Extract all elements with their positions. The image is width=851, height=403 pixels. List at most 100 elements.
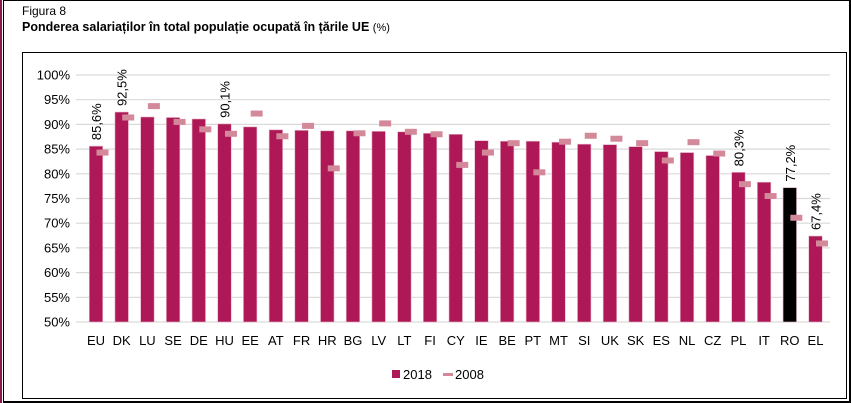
x-tick-label: DK: [113, 333, 131, 348]
x-tick-label: CY: [447, 333, 465, 348]
bar-2018-ee: [243, 126, 258, 323]
bar-2018-ro: [782, 187, 797, 323]
bar-2018-mt: [551, 141, 566, 323]
bar-2018-lu: [140, 116, 155, 323]
bar-2018-bg: [345, 130, 361, 323]
figure-title-unit: (%): [372, 22, 390, 34]
bar-2018-si: [577, 143, 592, 323]
marker-2008-fi: [430, 131, 443, 138]
marker-2008-dk: [122, 114, 135, 121]
bar-2018-pl: [731, 172, 746, 323]
x-tick-label: BG: [344, 333, 363, 348]
x-tick-label: SI: [578, 333, 590, 348]
x-tick-label: EL: [808, 333, 824, 348]
bar-2018-sk: [628, 146, 643, 323]
data-label: 90,1%: [217, 81, 232, 118]
x-tick-label: SE: [164, 333, 182, 348]
bar-2018-it: [757, 181, 772, 323]
bar-2018-dk: [114, 111, 129, 323]
bar-2018-fr: [294, 130, 309, 323]
x-tick-label: NL: [679, 333, 696, 348]
marker-2008-lt: [404, 128, 417, 135]
bar-2018-pt: [525, 140, 540, 323]
x-axis: EU DK LU SE DE HU EE AT FR HR BG LV LT FI CY IE BE PT MT SI…: [87, 333, 823, 348]
bar-2018-ie: [474, 140, 489, 323]
bar-2018-es: [654, 151, 669, 323]
bar-2018-be: [500, 140, 515, 323]
x-tick-label: HU: [215, 333, 234, 348]
bar-2018-cy: [448, 133, 463, 323]
marker-2008-ee: [250, 110, 263, 117]
legend: 2018 2008: [392, 367, 484, 382]
marker-2008-eu: [96, 149, 109, 156]
data-label: 80,3%: [731, 129, 746, 166]
bar-2018-nl: [679, 152, 695, 323]
y-tick-label: 50%: [44, 315, 70, 330]
legend-swatch-2008: [443, 373, 453, 376]
marker-2008-uk: [610, 135, 623, 142]
y-axis: 50% 55% 60% 65% 70% 75% 80% 85% 90% 95% 100%: [37, 68, 71, 330]
marker-2008-ie: [481, 149, 494, 156]
marker-2008-at: [276, 133, 289, 140]
legend-swatch-2018: [392, 370, 400, 378]
figure-label: Figura 8: [22, 4, 67, 18]
bar-2018-el: [808, 235, 823, 323]
marker-2008-hr: [327, 165, 340, 172]
marker-2008-be: [507, 140, 520, 147]
data-label: 67,4%: [809, 193, 824, 230]
marker-2008-lv: [379, 120, 392, 127]
marker-2008-cy: [456, 161, 469, 168]
bar-2018-eu: [88, 145, 104, 323]
x-tick-label: PT: [525, 333, 542, 348]
marker-2008-nl: [687, 139, 700, 146]
figure-title: Ponderea salariaților în total populație…: [22, 20, 390, 34]
marker-2008-mt: [559, 138, 572, 145]
series-2008-marks: [96, 103, 828, 247]
bar-2018-lt: [397, 131, 412, 323]
x-tick-label: FI: [424, 333, 436, 348]
bar-2018-se: [166, 117, 181, 323]
x-tick-label: LT: [397, 333, 411, 348]
bar-2018-at: [268, 129, 283, 323]
y-tick-label: 65%: [44, 240, 70, 255]
x-tick-label: FR: [293, 333, 310, 348]
x-tick-label: EE: [242, 333, 260, 348]
x-tick-label: IE: [475, 333, 488, 348]
x-tick-label: HR: [318, 333, 337, 348]
bar-2018-cz: [705, 155, 720, 323]
x-tick-label: UK: [601, 333, 619, 348]
marker-2008-lu: [147, 103, 160, 110]
x-tick-label: DE: [190, 333, 208, 348]
data-label: 77,2%: [783, 144, 798, 181]
marker-2008-el: [816, 240, 828, 247]
marker-2008-es: [661, 157, 674, 164]
bar-2018-de: [191, 118, 206, 323]
marker-2008-fr: [302, 122, 315, 129]
figure-title-text: Ponderea salariaților în total populație…: [22, 20, 370, 34]
y-tick-label: 80%: [44, 166, 70, 181]
bar-2018-lv: [371, 131, 386, 323]
y-tick-label: 55%: [44, 290, 70, 305]
data-labels: 85,6% 92,5% 90,1% 80,3% 77,2% 67,4%: [89, 69, 824, 230]
marker-2008-de: [199, 126, 212, 133]
marker-2008-si: [584, 132, 597, 139]
legend-label-2008: 2008: [455, 367, 484, 382]
bar-2018-hr: [320, 130, 335, 323]
x-tick-label: AT: [268, 333, 284, 348]
y-tick-label: 95%: [44, 92, 70, 107]
bar-2018-fi: [423, 132, 438, 323]
chart-box: [22, 52, 847, 399]
x-tick-label: LV: [371, 333, 386, 348]
bar-2018-hu: [217, 123, 232, 323]
marker-2008-pt: [533, 169, 546, 176]
marker-2008-ro: [790, 214, 803, 221]
marker-2008-bg: [353, 130, 366, 137]
x-tick-label: RO: [780, 333, 800, 348]
figure-frame: [3, 0, 851, 403]
marker-2008-cz: [713, 150, 726, 157]
x-tick-label: IT: [758, 333, 770, 348]
marker-2008-it: [764, 193, 777, 200]
series-2018-bars: [88, 111, 823, 323]
marker-2008-se: [173, 118, 186, 125]
